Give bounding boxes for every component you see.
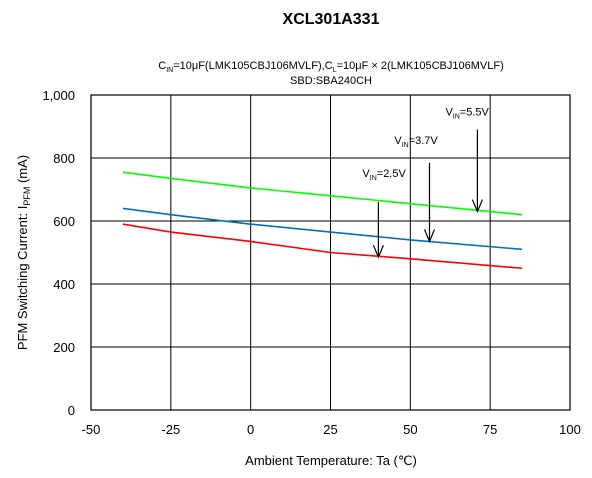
series-group xyxy=(122,171,523,270)
annotations: VIN=2.5V VIN=3.7V VIN=5.5V xyxy=(362,106,490,259)
x-tick-label: -50 xyxy=(82,422,101,437)
grid xyxy=(91,95,570,410)
x-tick-label: -25 xyxy=(161,422,180,437)
chart-title: XCL301A331 xyxy=(283,11,380,28)
y-tick-label: 0 xyxy=(68,403,75,418)
y-tick-label: 800 xyxy=(53,151,75,166)
plot-frame xyxy=(90,94,571,411)
annotation-arrowhead-3 xyxy=(471,199,483,214)
series-line-1 xyxy=(122,223,523,270)
y-axis-label: PFM Switching Current: IPFM (mA) xyxy=(15,155,32,350)
x-tick-label: 50 xyxy=(403,422,417,437)
series-line-3 xyxy=(122,171,523,216)
x-tick-label: 0 xyxy=(247,422,254,437)
x-tick-labels: -50 -25 0 25 50 75 100 xyxy=(82,422,581,437)
annotation-arrowhead-2 xyxy=(423,229,436,244)
series-label-2: VIN=3.7V xyxy=(394,135,438,149)
series-line-2 xyxy=(122,207,523,251)
x-tick-label: 75 xyxy=(483,422,497,437)
x-axis-label: Ambient Temperature: Ta (℃) xyxy=(245,453,417,468)
chart-subtitle-line1: CIN=10μF(LMK105CBJ106MVLF),CL=10μF × 2(L… xyxy=(158,60,503,74)
y-tick-label: 600 xyxy=(53,214,75,229)
y-tick-label: 200 xyxy=(53,340,75,355)
chart-subtitle-line2: SBD:SBA240CH xyxy=(290,75,372,87)
x-tick-label: 25 xyxy=(323,422,337,437)
series-label-1: VIN=2.5V xyxy=(362,168,406,182)
y-tick-labels: 0 200 400 600 800 1,000 xyxy=(42,88,75,418)
y-tick-label: 1,000 xyxy=(42,88,75,103)
series-label-3: VIN=5.5V xyxy=(445,106,489,120)
y-tick-label: 400 xyxy=(53,277,75,292)
annotation-arrowhead-1 xyxy=(372,244,384,259)
x-tick-label: 100 xyxy=(559,422,581,437)
